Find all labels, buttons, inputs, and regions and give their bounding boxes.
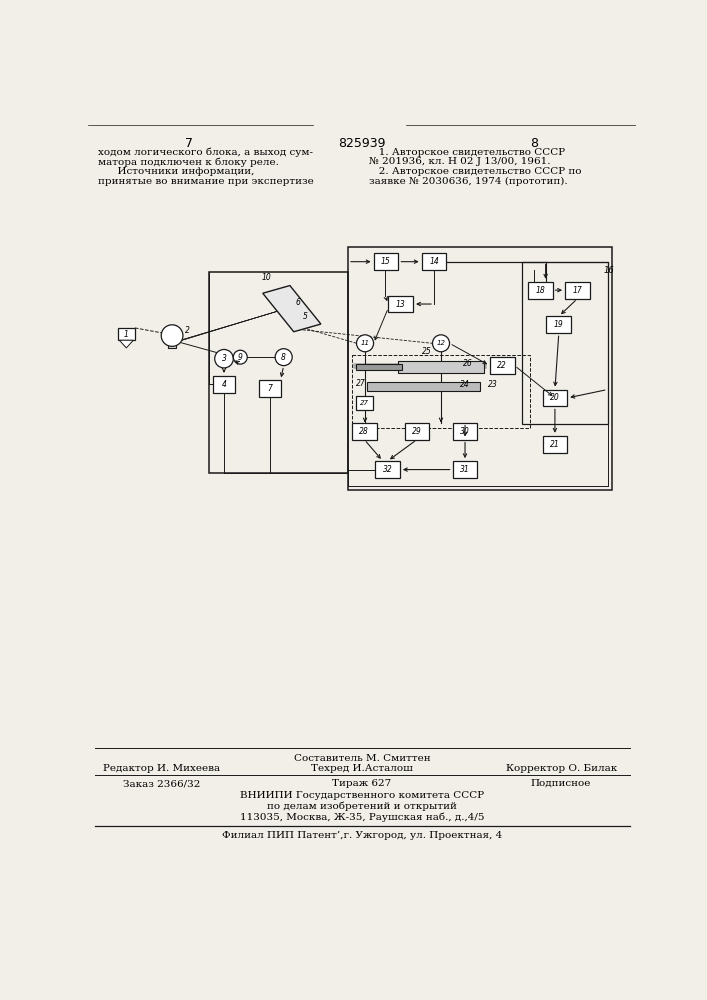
Text: 27: 27 — [360, 400, 369, 406]
Text: ВНИИПИ Государственного комитета СССР: ВНИИПИ Государственного комитета СССР — [240, 791, 484, 800]
Bar — [118, 328, 135, 340]
Text: 6: 6 — [296, 298, 300, 307]
Bar — [452, 423, 477, 440]
Text: 16: 16 — [604, 266, 614, 275]
Text: 31: 31 — [460, 465, 470, 474]
Text: Составитель М. Смиттен: Составитель М. Смиттен — [293, 754, 431, 763]
Bar — [542, 436, 567, 453]
Circle shape — [161, 325, 183, 346]
Bar — [168, 325, 176, 348]
Text: 27: 27 — [356, 379, 366, 388]
Polygon shape — [263, 286, 321, 332]
Text: заявке № 2030636, 1974 (прототип).: заявке № 2030636, 1974 (прототип). — [369, 177, 568, 186]
Polygon shape — [119, 340, 134, 348]
Text: Источники информации,: Источники информации, — [98, 167, 254, 176]
Text: 30: 30 — [460, 427, 470, 436]
Text: принятые во внимание при экспертизе: принятые во внимание при экспертизе — [98, 177, 313, 186]
Text: 4: 4 — [221, 380, 226, 389]
Text: 22: 22 — [497, 361, 507, 370]
Text: Тираж 627: Тираж 627 — [332, 779, 392, 788]
Circle shape — [433, 335, 450, 352]
Text: 32: 32 — [382, 465, 392, 474]
Text: 7: 7 — [267, 384, 272, 393]
Circle shape — [356, 335, 373, 352]
Text: Корректор О. Билак: Корректор О. Билак — [506, 764, 617, 773]
Text: 24: 24 — [460, 380, 470, 389]
Bar — [373, 253, 398, 270]
Text: 825939: 825939 — [338, 137, 386, 150]
Text: 17: 17 — [573, 286, 583, 295]
Text: 12: 12 — [436, 340, 445, 346]
Text: Подписное: Подписное — [531, 779, 591, 788]
Bar — [209, 272, 348, 473]
Text: 9: 9 — [238, 353, 243, 362]
Bar — [348, 247, 612, 490]
Text: № 201936, кл. Н 02 J 13/00, 1961.: № 201936, кл. Н 02 J 13/00, 1961. — [369, 157, 551, 166]
Bar — [565, 282, 590, 299]
Text: Редактор И. Михеева: Редактор И. Михеева — [103, 764, 221, 773]
Text: 10: 10 — [261, 273, 271, 282]
Text: 20: 20 — [550, 393, 560, 402]
Bar — [452, 461, 477, 478]
Text: ходом логического блока, а выход сум-: ходом логического блока, а выход сум- — [98, 148, 312, 157]
Text: Филиал ПИП Патент’,г. Ужгород, ул. Проектная, 4: Филиал ПИП Патент’,г. Ужгород, ул. Проек… — [222, 831, 502, 840]
Bar — [352, 355, 530, 428]
Bar — [356, 364, 402, 370]
Text: 25: 25 — [421, 347, 431, 356]
Text: 13: 13 — [396, 300, 406, 309]
Text: по делам изобретений и открытий: по делам изобретений и открытий — [267, 801, 457, 811]
Text: Заказ 2366/32: Заказ 2366/32 — [123, 779, 201, 788]
Text: 2. Авторское свидетельство СССР по: 2. Авторское свидетельство СССР по — [369, 167, 581, 176]
Text: 1: 1 — [124, 330, 129, 339]
Text: 11: 11 — [361, 340, 370, 346]
Text: 3: 3 — [221, 354, 226, 363]
Text: 23: 23 — [488, 380, 497, 389]
Bar — [398, 361, 484, 373]
Text: 1. Авторское свидетельство СССР: 1. Авторское свидетельство СССР — [369, 148, 565, 157]
Bar — [528, 282, 553, 299]
Circle shape — [275, 349, 292, 366]
Bar — [375, 461, 400, 478]
Text: 28: 28 — [359, 427, 369, 436]
Text: 21: 21 — [550, 440, 560, 449]
Bar — [404, 423, 429, 440]
Text: 26: 26 — [463, 359, 473, 368]
Text: матора подключен к блоку реле.: матора подключен к блоку реле. — [98, 157, 279, 167]
Text: 7: 7 — [185, 137, 193, 150]
Bar — [547, 316, 571, 333]
Text: 8: 8 — [281, 353, 286, 362]
Bar — [213, 376, 235, 393]
Text: 2: 2 — [185, 326, 189, 335]
Text: Техред И.Асталош: Техред И.Асталош — [311, 764, 413, 773]
Text: 113035, Москва, Ж-35, Раушская наб., д.,4/5: 113035, Москва, Ж-35, Раушская наб., д.,… — [240, 812, 484, 822]
Text: 8: 8 — [530, 137, 538, 150]
Bar — [259, 380, 281, 397]
Bar — [490, 357, 515, 374]
Text: 18: 18 — [535, 286, 545, 295]
Circle shape — [233, 350, 247, 364]
Text: 29: 29 — [412, 427, 422, 436]
Bar — [421, 253, 446, 270]
Bar — [522, 262, 607, 424]
Text: 15: 15 — [381, 257, 391, 266]
Bar — [542, 389, 567, 406]
Bar — [368, 382, 480, 391]
Text: 14: 14 — [429, 257, 439, 266]
Bar — [356, 396, 373, 410]
Circle shape — [215, 349, 233, 368]
Text: 19: 19 — [554, 320, 563, 329]
Text: 5: 5 — [303, 312, 308, 321]
Bar — [352, 423, 377, 440]
Bar — [388, 296, 413, 312]
